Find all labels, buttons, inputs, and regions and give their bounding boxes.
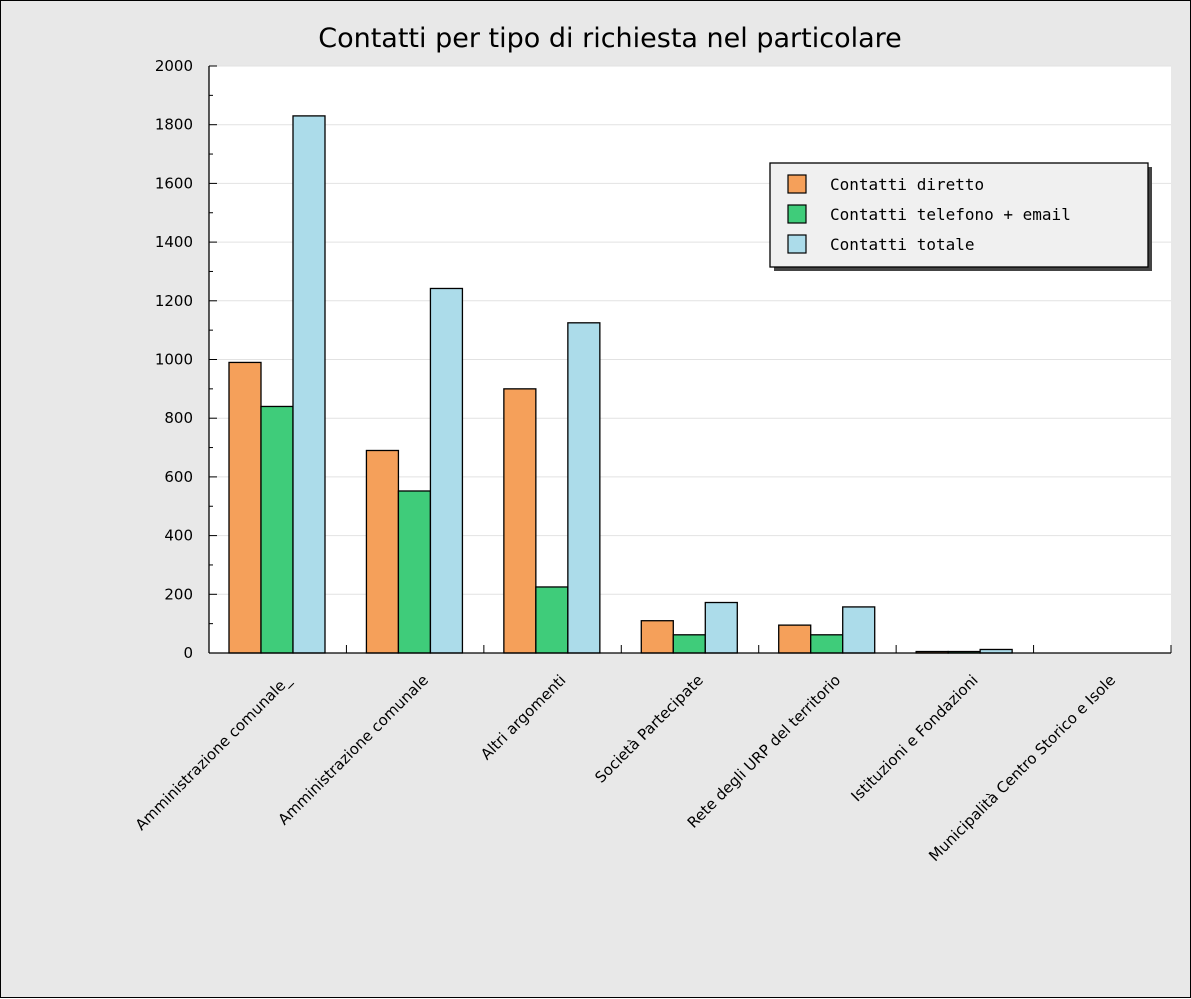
bar bbox=[810, 634, 844, 654]
bar bbox=[567, 322, 601, 654]
x-category-label: Società Partecipate bbox=[591, 671, 706, 786]
y-tick-label: 2000 bbox=[155, 57, 193, 75]
legend-box bbox=[769, 162, 1149, 268]
bar bbox=[292, 115, 326, 654]
bar bbox=[640, 620, 674, 654]
bar bbox=[672, 634, 706, 654]
y-axis-ticks: 0 200 400 600 800 1000 1200 1400 1600 1800 2000 bbox=[155, 57, 193, 662]
bar bbox=[228, 361, 262, 654]
y-tick-label: 400 bbox=[164, 527, 193, 545]
bar bbox=[429, 287, 464, 654]
chart-title: Contatti per tipo di richiesta nel parti… bbox=[318, 23, 902, 54]
legend: Contatti diretto Contatti telefono + emai… bbox=[769, 162, 1152, 271]
y-tick-label: 600 bbox=[164, 468, 193, 486]
legend-label: Contatti diretto bbox=[830, 175, 984, 194]
y-tick-label: 1800 bbox=[155, 116, 193, 134]
y-tick-label: 1600 bbox=[155, 174, 193, 192]
x-axis-categories: Amministrazione comunale_Amministrazione… bbox=[132, 671, 1119, 865]
bars bbox=[228, 115, 1013, 654]
x-category-label: Istituzioni e Fondazioni bbox=[848, 671, 982, 805]
y-tick-label: 0 bbox=[183, 644, 193, 662]
bar bbox=[397, 490, 432, 654]
bar bbox=[704, 601, 738, 654]
bar bbox=[365, 449, 400, 654]
legend-swatch bbox=[787, 204, 807, 224]
bar bbox=[535, 586, 569, 654]
legend-swatch bbox=[787, 174, 807, 194]
legend-swatch bbox=[787, 234, 807, 254]
y-tick-label: 1000 bbox=[155, 351, 193, 369]
x-category-label: Rete degli URP del territorio bbox=[684, 671, 845, 832]
y-tick-label: 200 bbox=[164, 585, 193, 603]
legend-label: Contatti telefono + email bbox=[830, 205, 1071, 224]
bar bbox=[842, 606, 876, 654]
bar bbox=[778, 624, 812, 654]
y-tick-label: 1400 bbox=[155, 233, 193, 251]
bar bbox=[503, 388, 537, 654]
y-tick-label: 1200 bbox=[155, 292, 193, 310]
x-category-label: Altri argomenti bbox=[477, 671, 569, 763]
x-category-label: Amministrazione comunale bbox=[274, 671, 432, 829]
axes bbox=[208, 65, 1172, 654]
legend-label: Contatti totale bbox=[830, 235, 975, 254]
y-tick-label: 800 bbox=[164, 409, 193, 427]
bar bbox=[260, 405, 294, 654]
x-category-label: Amministrazione comunale_ bbox=[132, 671, 296, 835]
